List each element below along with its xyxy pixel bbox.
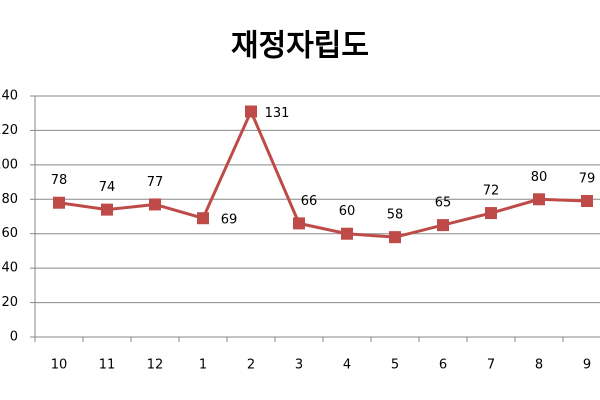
data-marker <box>389 231 401 244</box>
data-marker <box>533 193 545 206</box>
y-tick-label: 60 <box>1 226 18 241</box>
x-tick-label: 12 <box>147 358 164 373</box>
y-tick-label: 100 <box>0 157 18 172</box>
y-tick-label: 140 <box>0 89 18 104</box>
x-tick-label: 2 <box>247 358 255 373</box>
data-label: 78 <box>51 173 68 188</box>
data-label: 69 <box>221 213 238 228</box>
data-marker <box>437 219 449 232</box>
data-marker <box>53 196 65 209</box>
data-marker <box>293 217 305 230</box>
data-label: 79 <box>579 172 596 187</box>
data-label: 72 <box>483 184 500 199</box>
data-label: 131 <box>265 106 290 121</box>
x-tick-label: 1 <box>199 358 207 373</box>
data-label: 65 <box>435 196 452 211</box>
y-tick-label: 40 <box>1 261 18 276</box>
y-tick-label: 120 <box>0 123 18 138</box>
data-label: 80 <box>531 170 548 185</box>
data-marker <box>101 203 113 216</box>
data-label: 66 <box>301 194 318 209</box>
x-tick-label: 9 <box>583 358 591 373</box>
data-label: 74 <box>99 180 116 195</box>
x-tick-label: 10 <box>51 358 68 373</box>
data-label: 77 <box>147 175 164 190</box>
data-marker <box>341 227 353 240</box>
x-tick-label: 4 <box>343 358 351 373</box>
data-label: 58 <box>387 208 404 223</box>
data-marker <box>485 207 497 220</box>
chart-title: 재정자립도 <box>231 29 369 64</box>
data-marker <box>197 212 209 225</box>
data-label: 60 <box>339 204 356 219</box>
x-tick-label: 8 <box>535 358 543 373</box>
y-tick-label: 80 <box>1 192 18 207</box>
x-tick-label: 7 <box>487 358 495 373</box>
x-tick-label: 11 <box>99 358 116 373</box>
data-line <box>58 107 588 239</box>
data-marker <box>245 105 257 118</box>
x-tick-label: 6 <box>439 358 447 373</box>
y-tick-label: 0 <box>10 330 18 345</box>
x-tick-label: 5 <box>391 358 399 373</box>
data-marker <box>149 198 161 211</box>
y-tick-label: 20 <box>1 295 18 310</box>
x-tick-label: 3 <box>295 358 303 373</box>
data-marker <box>581 195 593 208</box>
